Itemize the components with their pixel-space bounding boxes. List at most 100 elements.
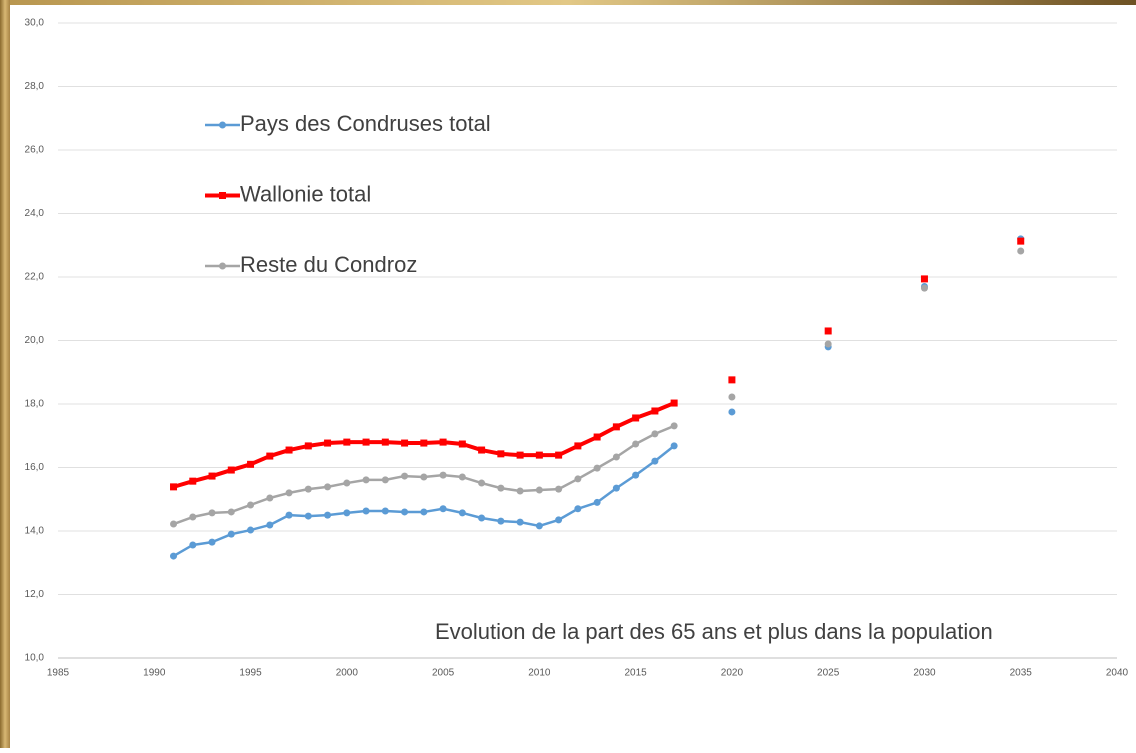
point — [362, 507, 370, 515]
point — [324, 511, 332, 519]
x-tick-label: 2020 — [721, 668, 744, 679]
point — [304, 442, 312, 450]
point — [247, 460, 255, 468]
y-tick-label: 12,0 — [25, 589, 45, 600]
point — [170, 520, 178, 528]
point — [632, 414, 640, 422]
point — [497, 484, 505, 492]
point — [478, 479, 486, 487]
point — [516, 518, 524, 526]
point — [612, 423, 620, 431]
point — [227, 466, 235, 474]
point — [555, 451, 563, 459]
point — [632, 471, 640, 479]
point — [208, 472, 216, 480]
legend-marker — [219, 121, 226, 129]
y-tick-label: 24,0 — [25, 208, 45, 219]
y-tick-label: 30,0 — [25, 18, 45, 29]
point — [651, 407, 659, 415]
annotation: Evolution de la part des 65 ans et plus … — [435, 619, 993, 644]
y-tick-label: 22,0 — [25, 272, 45, 283]
point — [266, 494, 274, 502]
point — [324, 483, 332, 491]
point — [381, 476, 389, 484]
point — [516, 451, 524, 459]
legend-label: Reste du Condroz — [240, 252, 417, 277]
point — [285, 489, 293, 497]
y-tick-label: 18,0 — [25, 399, 45, 410]
point — [612, 484, 620, 492]
point — [458, 509, 466, 517]
x-tick-label: 1995 — [239, 668, 262, 679]
point — [189, 513, 197, 521]
legend-label: Wallonie total — [240, 181, 371, 206]
y-tick-label: 16,0 — [25, 462, 45, 473]
x-tick-label: 2035 — [1010, 668, 1033, 679]
point — [670, 422, 678, 430]
x-tick-label: 1985 — [47, 668, 70, 679]
point — [189, 541, 197, 549]
point — [439, 438, 447, 446]
x-tick-label: 2015 — [625, 668, 648, 679]
point — [401, 508, 409, 516]
point — [612, 453, 620, 461]
point — [401, 472, 409, 480]
point — [343, 479, 351, 487]
frame-left — [0, 0, 10, 748]
point — [670, 399, 678, 407]
point — [920, 284, 928, 292]
point — [920, 275, 928, 283]
x-tick-label: 2010 — [528, 668, 551, 679]
x-tick-label: 2005 — [432, 668, 455, 679]
point — [535, 522, 543, 530]
point — [170, 552, 178, 560]
point — [208, 538, 216, 546]
point — [266, 452, 274, 460]
point — [824, 340, 832, 348]
point — [497, 450, 505, 458]
point — [593, 433, 601, 441]
point — [1017, 237, 1025, 245]
point — [170, 483, 178, 491]
point — [324, 439, 332, 447]
point — [574, 505, 582, 513]
point — [362, 438, 370, 446]
point — [420, 508, 428, 516]
point — [381, 507, 389, 515]
point — [670, 442, 678, 450]
y-tick-label: 20,0 — [25, 335, 45, 346]
point — [247, 501, 255, 509]
point — [439, 505, 447, 513]
x-tick-label: 1990 — [143, 668, 166, 679]
point — [651, 430, 659, 438]
point — [593, 464, 601, 472]
point — [478, 446, 486, 454]
point — [362, 476, 370, 484]
point — [439, 471, 447, 479]
point — [401, 439, 409, 447]
point — [516, 487, 524, 495]
y-tick-label: 10,0 — [25, 653, 45, 664]
point — [535, 451, 543, 459]
point — [555, 485, 563, 493]
point — [208, 509, 216, 517]
point — [728, 376, 736, 384]
y-tick-label: 28,0 — [25, 81, 45, 92]
x-tick-label: 2000 — [336, 668, 359, 679]
point — [555, 516, 563, 524]
point — [343, 509, 351, 517]
y-tick-label: 14,0 — [25, 526, 45, 537]
point — [266, 521, 274, 529]
point — [824, 327, 832, 335]
point — [381, 438, 389, 446]
legend-marker — [219, 262, 226, 270]
y-tick-label: 26,0 — [25, 145, 45, 156]
x-tick-label: 2025 — [817, 668, 840, 679]
point — [574, 442, 582, 450]
point — [285, 511, 293, 519]
point — [728, 408, 736, 416]
point — [420, 473, 428, 481]
point — [651, 457, 659, 465]
point — [632, 440, 640, 448]
